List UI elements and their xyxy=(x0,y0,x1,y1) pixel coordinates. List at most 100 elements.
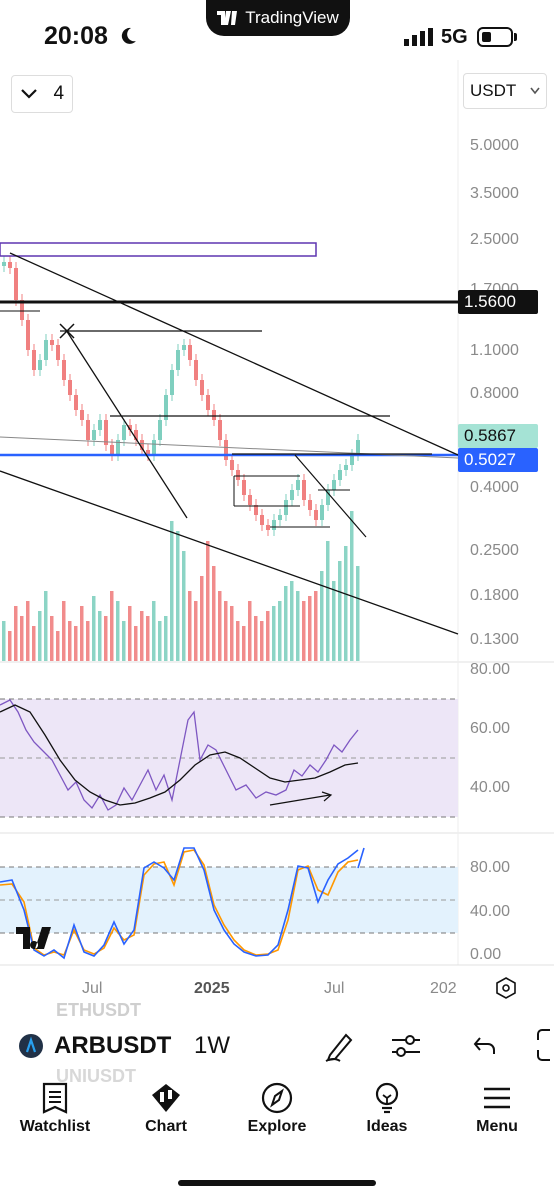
volume-bar xyxy=(350,511,354,661)
price-tag-level[interactable]: 1.5600 xyxy=(458,290,538,314)
interval-selector[interactable]: 4 xyxy=(11,75,73,113)
stoch-axis-label: 40.00 xyxy=(470,903,511,920)
volume-bar xyxy=(74,626,78,661)
bottom-navigation: Watchlist Chart Explore Ideas Menu xyxy=(0,1082,554,1162)
volume-bar xyxy=(218,591,222,661)
time-axis-label: 202 xyxy=(430,980,457,997)
volume-bar xyxy=(332,581,336,661)
nav-ideas[interactable]: Ideas xyxy=(342,1082,432,1136)
volume-bar xyxy=(242,626,246,661)
volume-bar xyxy=(26,601,30,661)
ghost-symbol-above: ETHUSDT xyxy=(56,1000,141,1020)
candle-body xyxy=(236,470,240,480)
candle-body xyxy=(98,420,102,430)
chart-canvas[interactable] xyxy=(0,60,554,1005)
price-tag-blue-level[interactable]: 0.5027 xyxy=(458,448,538,472)
candle-body xyxy=(218,420,222,440)
candle-body xyxy=(242,480,246,495)
volume-bar xyxy=(194,601,198,661)
candle-body xyxy=(302,480,306,500)
candle-body xyxy=(134,430,138,440)
candle-body xyxy=(200,380,204,395)
volume-bar xyxy=(260,621,264,661)
nav-label: Watchlist xyxy=(19,1118,91,1135)
nav-menu[interactable]: Menu xyxy=(452,1082,542,1136)
price-axis-label: 5.0000 xyxy=(470,137,519,154)
volume-bar xyxy=(266,611,270,661)
stoch-d-line xyxy=(0,849,359,956)
candle-body xyxy=(2,262,6,266)
nav-chart[interactable]: Chart xyxy=(121,1082,211,1136)
volume-bar xyxy=(158,621,162,661)
volume-bar xyxy=(308,596,312,661)
home-indicator xyxy=(178,1180,376,1186)
volume-bar xyxy=(188,591,192,661)
candle-body xyxy=(38,360,42,370)
candle-body xyxy=(224,440,228,460)
volume-bar xyxy=(86,621,90,661)
candle-body xyxy=(254,505,258,515)
candle-body xyxy=(146,450,150,455)
nav-label: Ideas xyxy=(366,1118,408,1135)
volume-bar xyxy=(284,586,288,661)
candle-body xyxy=(296,480,300,490)
arbitrum-logo-icon xyxy=(19,1034,43,1058)
volume-bar xyxy=(56,631,60,661)
candle-body xyxy=(170,370,174,395)
volume-bar xyxy=(152,601,156,661)
volume-bar xyxy=(50,616,54,661)
candle-body xyxy=(356,440,360,455)
candle-body xyxy=(110,445,114,455)
nav-label: Chart xyxy=(145,1118,187,1135)
ghost-symbol-below: UNIUSDT xyxy=(56,1066,136,1086)
candle-body xyxy=(248,495,252,505)
candle-body xyxy=(308,500,312,510)
menu-icon xyxy=(484,1087,510,1109)
tradingview-logo-icon xyxy=(217,11,238,25)
undo-icon[interactable] xyxy=(472,1034,498,1058)
volume-bar xyxy=(62,601,66,661)
chart-icon xyxy=(152,1084,180,1112)
volume-bar xyxy=(110,591,114,661)
expand-icon[interactable] xyxy=(536,1028,554,1062)
candle-body xyxy=(122,425,126,440)
candle-body xyxy=(44,340,48,360)
candle-body xyxy=(74,395,78,410)
volume-bar xyxy=(200,576,204,661)
settings-hexagon-icon[interactable] xyxy=(495,977,517,999)
candle-body xyxy=(86,420,90,440)
volume-bar xyxy=(8,631,12,661)
explore-icon xyxy=(261,1082,293,1114)
candle-body xyxy=(206,395,210,410)
tradingview-pill-label: TradingView xyxy=(245,8,339,27)
candle-body xyxy=(128,425,132,430)
volume-bar xyxy=(248,601,252,661)
price-tag-last[interactable]: 0.5867 xyxy=(458,424,538,448)
volume-bar xyxy=(296,591,300,661)
volume-bar xyxy=(326,541,330,661)
chevron-down-icon xyxy=(21,89,37,99)
symbol-name[interactable]: ARBUSDT xyxy=(54,1032,172,1059)
watchlist-icon xyxy=(42,1082,68,1114)
time-axis-label: 2025 xyxy=(194,980,230,997)
volume-bar xyxy=(122,621,126,661)
volume-bar xyxy=(290,581,294,661)
nav-explore[interactable]: Explore xyxy=(232,1082,322,1136)
nav-watchlist[interactable]: Watchlist xyxy=(10,1082,100,1136)
volume-bars xyxy=(2,511,360,661)
candle-body xyxy=(278,515,282,520)
volume-bar xyxy=(68,621,72,661)
timeframe[interactable]: 1W xyxy=(194,1032,230,1059)
sliders-icon[interactable] xyxy=(390,1031,422,1061)
volume-bar xyxy=(206,541,210,661)
price-candles xyxy=(2,256,360,536)
volume-bar xyxy=(20,616,24,661)
pen-icon[interactable] xyxy=(322,1029,356,1063)
rsi-axis-label: 40.00 xyxy=(470,779,511,796)
candle-body xyxy=(26,320,30,350)
candle-body xyxy=(56,345,60,360)
interval-value: 4 xyxy=(53,83,65,104)
nav-label: Explore xyxy=(247,1118,307,1135)
price-axis-label: 0.8000 xyxy=(470,385,519,402)
currency-selector[interactable]: USDT xyxy=(463,73,547,109)
